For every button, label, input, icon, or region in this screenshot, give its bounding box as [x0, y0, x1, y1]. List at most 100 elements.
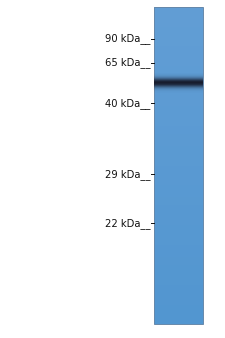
- Bar: [154, 86, 202, 87]
- Bar: [154, 86, 202, 90]
- Bar: [154, 84, 202, 85]
- Bar: [154, 154, 202, 158]
- Bar: [154, 273, 202, 277]
- Bar: [154, 82, 202, 86]
- Bar: [154, 77, 202, 78]
- Bar: [154, 130, 202, 134]
- Bar: [154, 91, 202, 92]
- Bar: [154, 118, 202, 122]
- Bar: [154, 15, 202, 19]
- Bar: [154, 182, 202, 186]
- Bar: [154, 241, 202, 245]
- Text: 22 kDa__: 22 kDa__: [105, 218, 150, 228]
- Bar: [154, 320, 202, 324]
- Bar: [154, 249, 202, 253]
- Bar: [154, 297, 202, 301]
- Bar: [154, 34, 202, 39]
- Bar: [154, 316, 202, 320]
- Bar: [154, 162, 202, 166]
- Text: 29 kDa__: 29 kDa__: [105, 169, 150, 179]
- Bar: [154, 217, 202, 221]
- Bar: [154, 102, 202, 106]
- Bar: [154, 62, 202, 66]
- Bar: [154, 221, 202, 225]
- Bar: [154, 43, 202, 47]
- Bar: [154, 174, 202, 177]
- Bar: [154, 78, 202, 82]
- Bar: [154, 213, 202, 217]
- Bar: [154, 186, 202, 189]
- Bar: [154, 197, 202, 201]
- Bar: [154, 293, 202, 297]
- Bar: [154, 122, 202, 126]
- Bar: [154, 126, 202, 130]
- Bar: [154, 58, 202, 63]
- Bar: [154, 94, 202, 98]
- Bar: [154, 269, 202, 273]
- Bar: [154, 80, 202, 81]
- Bar: [154, 313, 202, 316]
- Bar: [154, 81, 202, 82]
- Bar: [154, 50, 202, 54]
- Bar: [154, 89, 202, 90]
- Bar: [154, 146, 202, 150]
- Bar: [154, 11, 202, 15]
- Bar: [154, 92, 202, 93]
- Bar: [154, 229, 202, 233]
- Bar: [154, 106, 202, 110]
- Bar: [154, 19, 202, 23]
- Bar: [154, 46, 202, 50]
- Bar: [154, 189, 202, 193]
- Bar: [154, 285, 202, 289]
- Bar: [154, 70, 202, 74]
- Bar: [154, 110, 202, 114]
- Bar: [154, 253, 202, 257]
- Bar: [154, 74, 202, 75]
- Bar: [154, 82, 202, 83]
- Bar: [154, 209, 202, 213]
- Bar: [154, 27, 202, 31]
- Bar: [154, 150, 202, 154]
- Bar: [154, 7, 202, 324]
- Text: 65 kDa__: 65 kDa__: [105, 57, 150, 68]
- Bar: [154, 261, 202, 265]
- Bar: [154, 265, 202, 269]
- Bar: [154, 277, 202, 281]
- Bar: [154, 39, 202, 43]
- Bar: [154, 309, 202, 313]
- Bar: [154, 90, 202, 94]
- Bar: [154, 177, 202, 182]
- Bar: [154, 289, 202, 293]
- Bar: [154, 90, 202, 91]
- Bar: [154, 114, 202, 118]
- Bar: [154, 134, 202, 138]
- Bar: [154, 74, 202, 78]
- Bar: [154, 233, 202, 237]
- Bar: [154, 98, 202, 102]
- Bar: [154, 281, 202, 285]
- Bar: [154, 305, 202, 309]
- Bar: [154, 54, 202, 58]
- Bar: [154, 170, 202, 174]
- Bar: [154, 7, 202, 11]
- Bar: [154, 158, 202, 162]
- Bar: [154, 301, 202, 305]
- Bar: [154, 245, 202, 249]
- Bar: [154, 206, 202, 209]
- Bar: [154, 23, 202, 27]
- Bar: [154, 225, 202, 229]
- Bar: [154, 237, 202, 241]
- Bar: [154, 142, 202, 146]
- Bar: [154, 193, 202, 197]
- Bar: [154, 31, 202, 34]
- Bar: [154, 83, 202, 84]
- Bar: [154, 138, 202, 142]
- Bar: [154, 201, 202, 205]
- Bar: [154, 66, 202, 70]
- Bar: [154, 87, 202, 88]
- Bar: [154, 73, 202, 74]
- Text: 40 kDa__: 40 kDa__: [105, 98, 150, 108]
- Text: 90 kDa__: 90 kDa__: [105, 33, 150, 44]
- Bar: [154, 257, 202, 261]
- Bar: [154, 166, 202, 170]
